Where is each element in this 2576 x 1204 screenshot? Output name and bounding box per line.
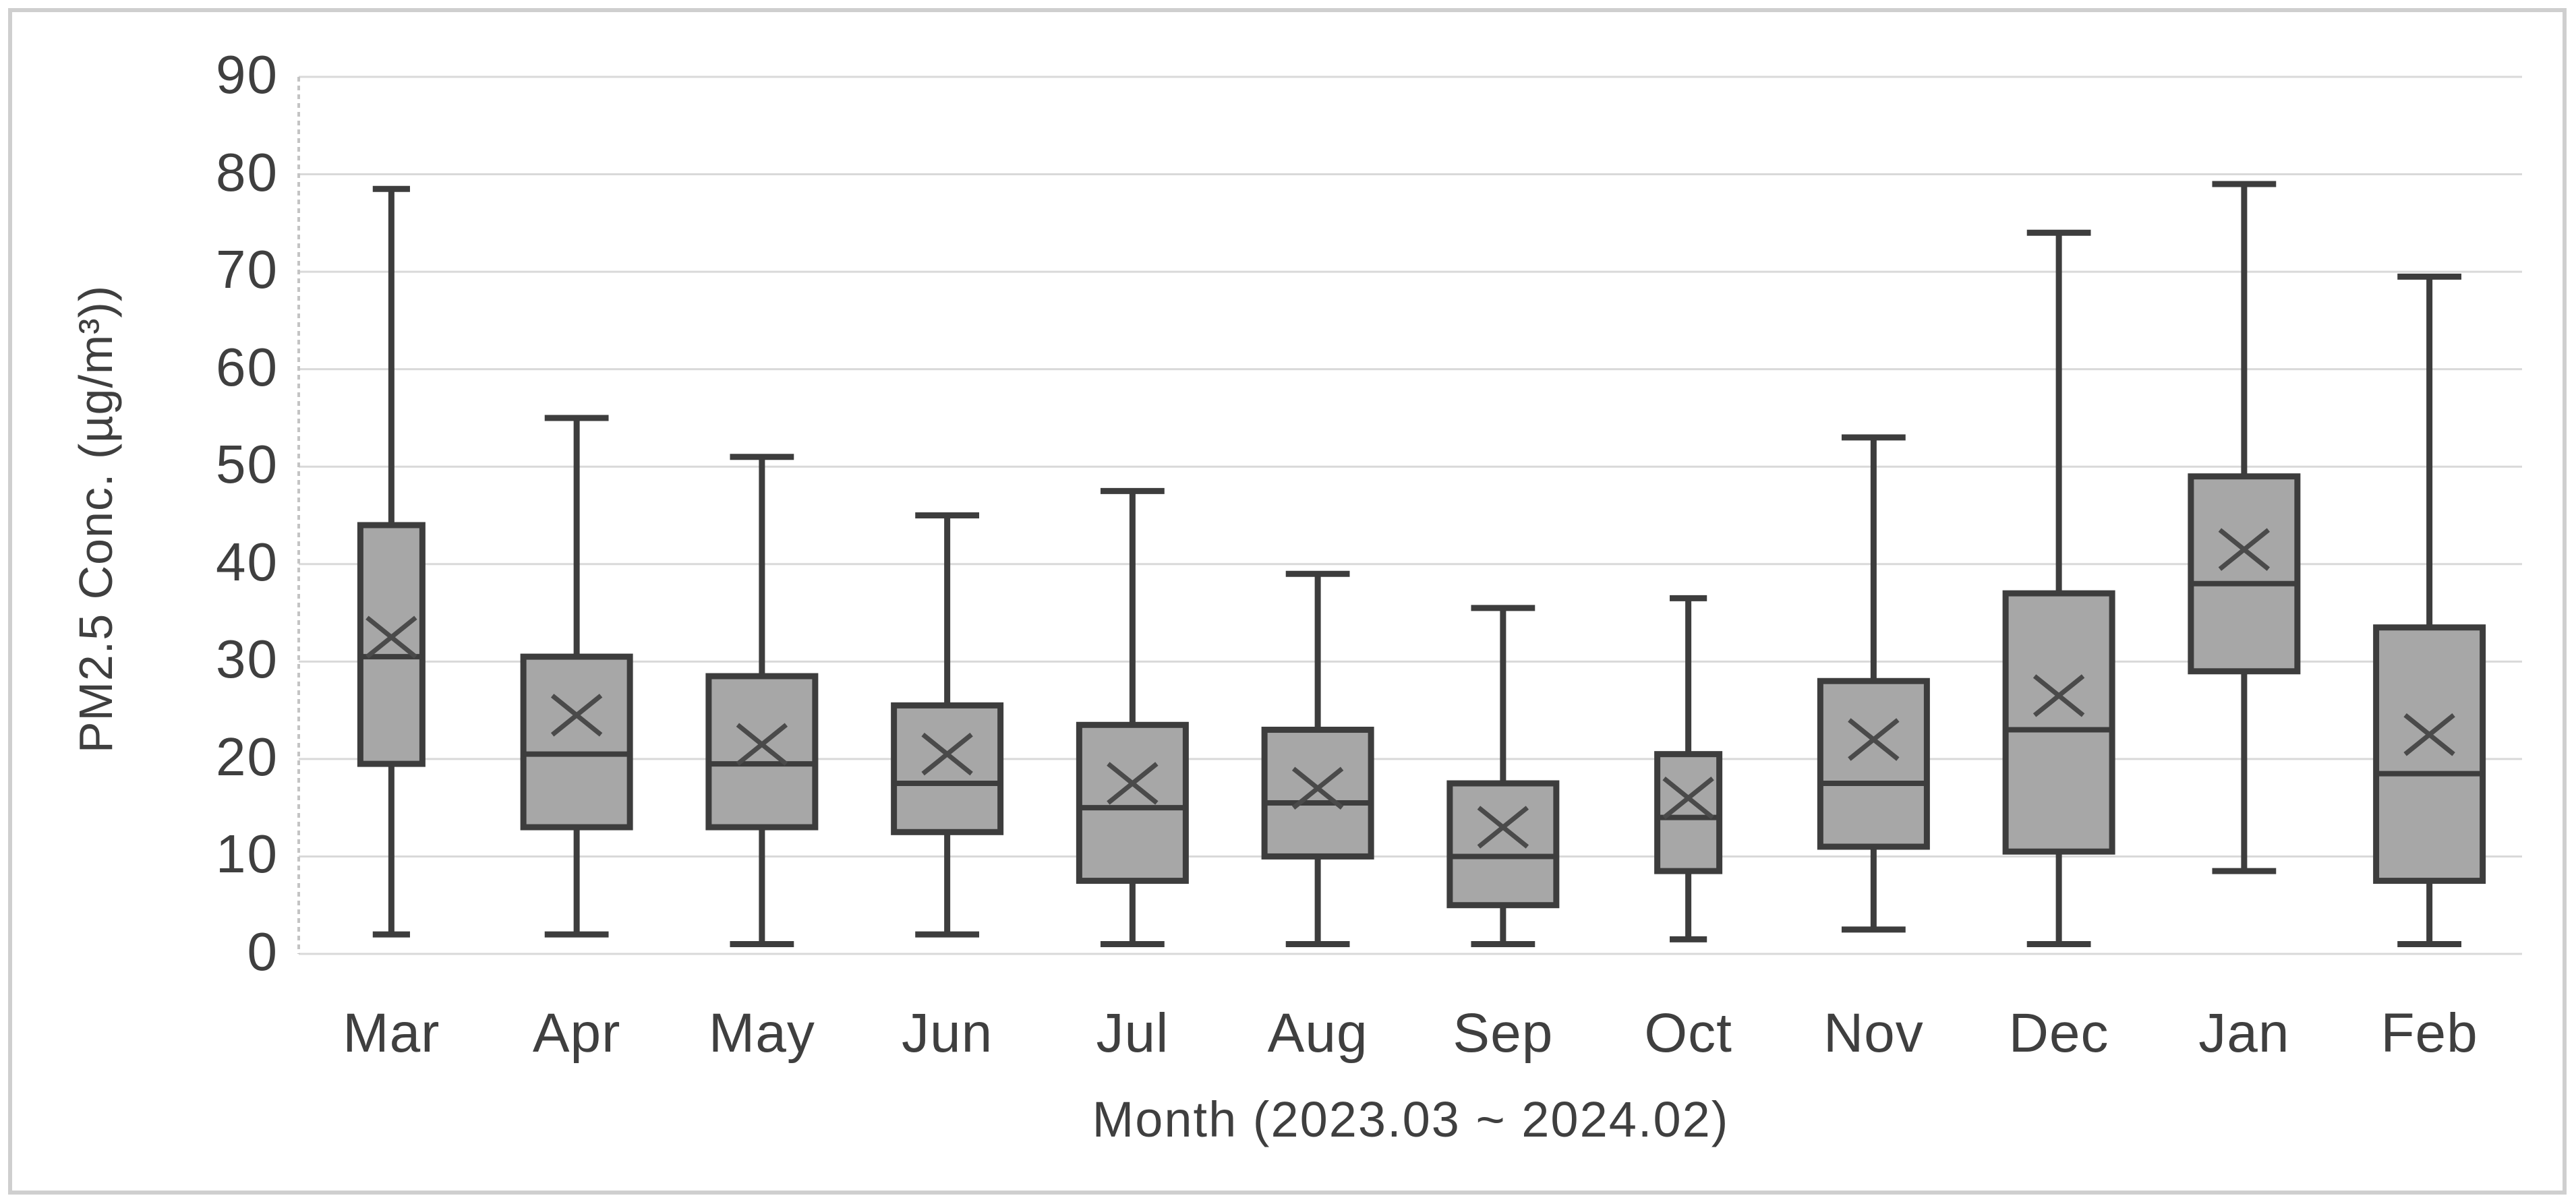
iqr-box	[1076, 721, 1189, 884]
iqr-box	[2002, 590, 2115, 855]
x-tick-label-nov: Nov	[1823, 1002, 1924, 1064]
mean-marker	[1848, 718, 1900, 761]
y-tick-label: 60	[216, 336, 279, 397]
y-tick-label: 30	[216, 629, 279, 690]
mean-marker	[2032, 674, 2085, 717]
x-tick-label-aug: Aug	[1267, 1002, 1368, 1064]
x-tick-label-may: May	[708, 1002, 815, 1064]
x-tick-label-dec: Dec	[2008, 1002, 2109, 1064]
mean-marker	[2403, 713, 2455, 756]
x-tick-label-mar: Mar	[343, 1002, 440, 1064]
iqr-box	[1446, 780, 1560, 909]
mean-marker	[736, 723, 788, 766]
iqr-box	[2188, 473, 2301, 675]
iqr-box	[357, 522, 426, 767]
y-tick-label: 20	[216, 726, 279, 787]
mean-marker	[1291, 766, 1344, 810]
mean-marker	[1107, 762, 1159, 805]
iqr-box	[520, 653, 633, 831]
x-tick-label-sep: Sep	[1453, 1002, 1554, 1064]
x-tick-label-jun: Jun	[902, 1002, 993, 1064]
chart-outer-border	[8, 8, 2567, 1195]
y-tick-label: 70	[216, 239, 279, 299]
x-tick-label-jul: Jul	[1096, 1002, 1169, 1064]
y-tick-label: 50	[216, 434, 279, 495]
mean-marker	[365, 615, 417, 659]
iqr-box	[1817, 678, 1930, 850]
x-tick-label-oct: Oct	[1644, 1002, 1732, 1064]
mean-marker	[2218, 528, 2271, 571]
iqr-box	[891, 702, 1004, 835]
y-tick-label: 0	[247, 921, 279, 982]
mean-marker	[921, 732, 973, 776]
mean-marker	[1477, 806, 1529, 849]
y-tick-label: 10	[216, 824, 279, 884]
mean-marker	[1662, 776, 1714, 820]
y-tick-label: 90	[216, 44, 279, 104]
x-tick-label-jan: Jan	[2198, 1002, 2290, 1064]
y-axis-title: PM2.5 Conc. (µg/m³))	[69, 284, 122, 754]
x-tick-label-feb: Feb	[2380, 1002, 2478, 1064]
iqr-box	[2373, 624, 2486, 884]
y-tick-label: 40	[216, 531, 279, 592]
iqr-box	[1261, 727, 1374, 860]
mean-marker	[550, 694, 603, 737]
iqr-box	[705, 673, 819, 831]
y-tick-label: 80	[216, 142, 279, 202]
x-tick-label-apr: Apr	[532, 1002, 621, 1064]
x-axis-title: Month (2023.03 ~ 2024.02)	[1092, 1091, 1730, 1147]
